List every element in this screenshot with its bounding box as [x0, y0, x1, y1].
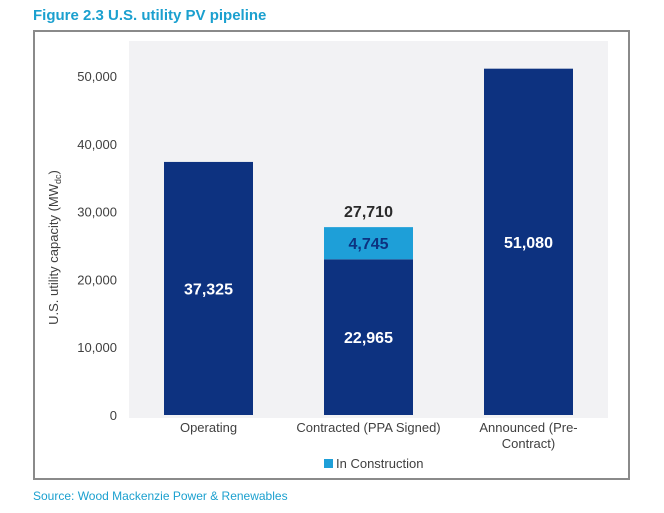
source-note: Source: Wood Mackenzie Power & Renewable…	[33, 489, 288, 503]
y-tick-label: 20,000	[77, 272, 117, 287]
data-labels: 37,325 22,965 4,745 27,710 51,080	[184, 204, 553, 347]
y-axis-label: U.S. utility capacity (MWdc)	[46, 170, 63, 325]
x-category-label: Operating	[180, 420, 237, 435]
data-label: 51,080	[504, 235, 553, 252]
figure-title: Figure 2.3 U.S. utility PV pipeline	[33, 7, 267, 24]
legend: In Construction	[324, 456, 423, 471]
x-category-label: Contracted (PPA Signed)	[296, 420, 440, 435]
bar-1	[164, 161, 253, 415]
total-label: 27,710	[344, 204, 393, 221]
bar-2	[324, 259, 413, 415]
y-tick-label: 30,000	[77, 205, 117, 220]
y-tick-label: 50,000	[77, 69, 117, 84]
data-label: 37,325	[184, 281, 233, 298]
bar-segment-in-construction	[324, 227, 413, 260]
x-axis-categories: Operating Contracted (PPA Signed) Announce…	[180, 420, 578, 451]
data-label: 22,965	[344, 330, 393, 347]
y-tick-label: 0	[110, 408, 117, 423]
x-category-label: Announced (Pre-	[479, 420, 577, 435]
data-label: 4,745	[348, 236, 388, 253]
legend-swatch-in-construction	[324, 459, 333, 468]
chart-frame	[33, 30, 630, 480]
y-axis-ticks: 0 10,000 20,000 30,000 40,000 50,000	[77, 69, 117, 423]
y-tick-label: 40,000	[77, 137, 117, 152]
bar-3	[484, 68, 573, 415]
x-category-label: Contract)	[502, 436, 555, 451]
y-tick-label: 10,000	[77, 340, 117, 355]
legend-label: In Construction	[336, 456, 423, 471]
bars	[164, 68, 573, 415]
